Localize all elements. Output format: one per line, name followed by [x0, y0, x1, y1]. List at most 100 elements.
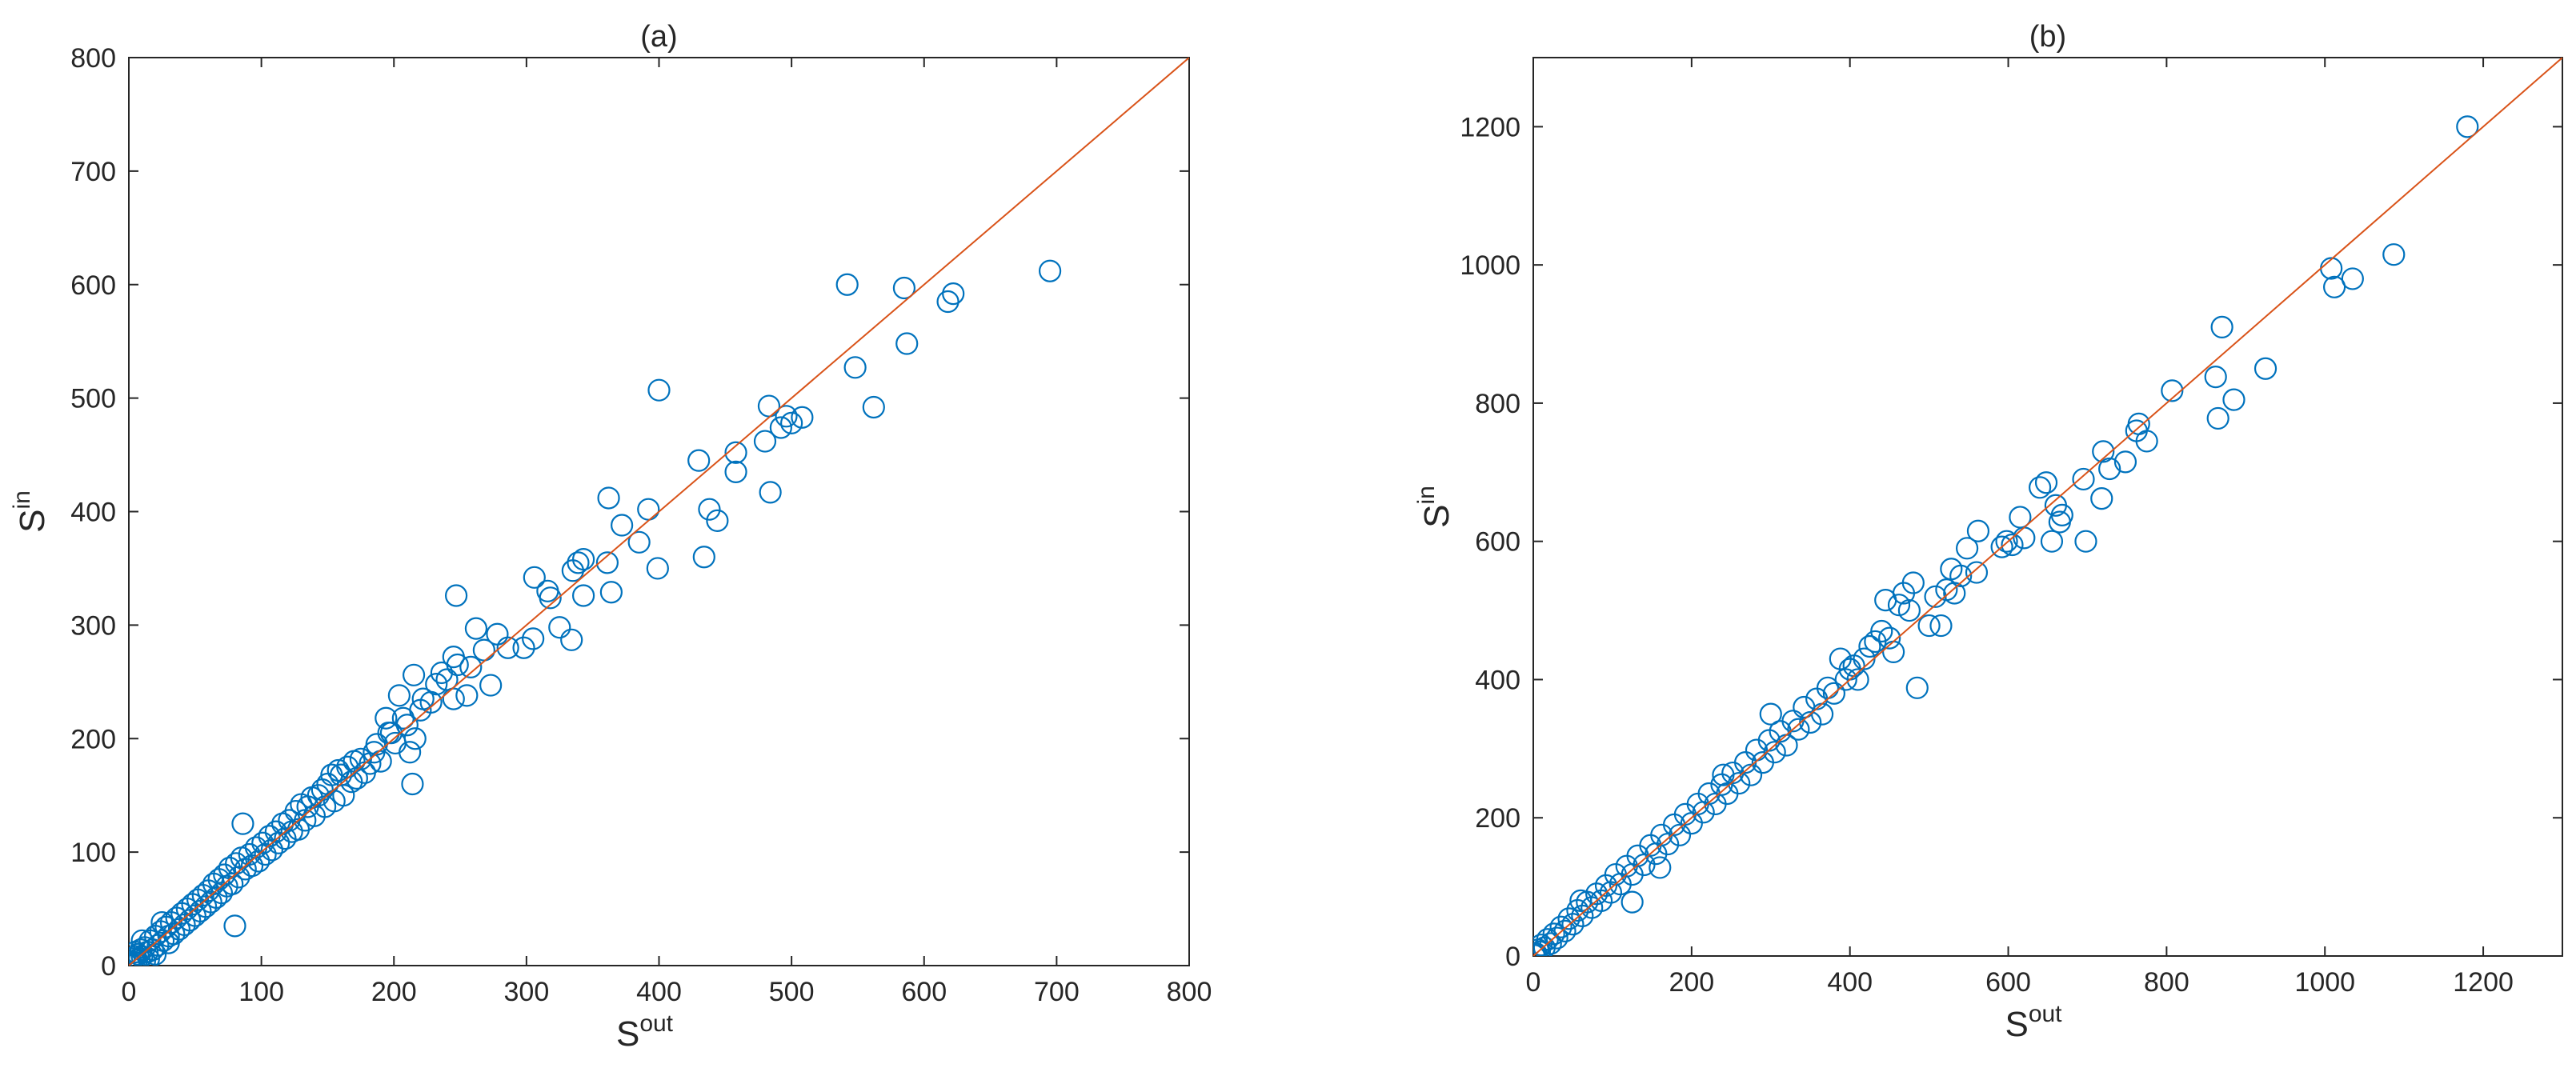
data-point: [290, 793, 313, 816]
data-point: [1549, 915, 1572, 938]
y-axis-label-base: S: [13, 510, 52, 533]
reference-line: [1533, 58, 2562, 956]
data-point: [1533, 942, 1547, 956]
x-axis-label: Sout: [2005, 1001, 2062, 1044]
data-point: [611, 514, 634, 537]
y-tick-label: 700: [70, 157, 116, 187]
data-point: [472, 638, 495, 662]
data-point: [1966, 519, 1990, 542]
data-point: [1864, 630, 1887, 654]
y-axis-label: Sin: [1413, 486, 1456, 528]
data-point: [1668, 823, 1692, 846]
data-point: [129, 954, 143, 966]
data-point: [2029, 476, 2052, 499]
y-tick-label: 100: [70, 838, 116, 868]
scatter-panel-b: 0 200 400 600 800 1000 1200 0 200 400 600 800 1000 12…: [1413, 20, 2563, 1044]
data-point: [2072, 467, 2095, 491]
data-point: [1561, 913, 1584, 936]
data-point: [244, 836, 268, 859]
data-point: [401, 772, 424, 796]
x-axis-label-base: S: [616, 1014, 639, 1054]
data-point: [2456, 115, 2479, 138]
data-point: [2090, 487, 2113, 510]
x-tick-label: 600: [1985, 967, 2031, 998]
data-point: [258, 825, 281, 848]
data-point: [780, 411, 803, 434]
x-tick-label: 100: [238, 977, 284, 1007]
scatter-panel-a: 0 100 200 300 400 500 600 700 800 0 100 200 300 400 50…: [9, 20, 1212, 1054]
data-point: [2001, 533, 2024, 557]
data-point: [2044, 494, 2067, 517]
y-tick-label: 800: [70, 43, 116, 74]
data-point: [1822, 682, 1846, 705]
data-point: [1935, 578, 1958, 602]
x-tick-label: 200: [1669, 967, 1714, 998]
data-point: [1897, 598, 1921, 622]
y-axis-label-base: S: [1417, 505, 1456, 528]
data-point: [936, 290, 959, 314]
data-point: [2048, 510, 2071, 534]
data-point: [2034, 471, 2058, 494]
data-point: [753, 430, 777, 453]
data-point: [1858, 634, 1881, 658]
data-point: [646, 557, 669, 580]
data-point: [1829, 647, 1852, 670]
data-point: [843, 356, 867, 379]
data-point: [647, 378, 671, 402]
data-point: [444, 584, 468, 607]
y-tick-label: 300: [70, 610, 116, 641]
data-point: [2320, 257, 2343, 280]
data-point: [522, 627, 545, 650]
data-point: [1955, 537, 1979, 560]
data-point: [1874, 589, 1897, 612]
data-point: [223, 914, 246, 938]
data-point: [536, 579, 559, 602]
y-axis-label: Sin: [9, 490, 52, 533]
data-point: [1533, 940, 1552, 956]
data-point: [791, 406, 814, 429]
data-point: [892, 276, 916, 300]
data-point: [1882, 640, 1905, 664]
data-point: [1533, 936, 1556, 956]
data-point: [2125, 419, 2148, 442]
data-point: [1965, 561, 1989, 584]
data-point: [130, 945, 154, 966]
data-point: [411, 687, 435, 710]
y-tick-label: 200: [70, 724, 116, 754]
data-point: [1834, 668, 1857, 691]
data-point: [895, 332, 919, 355]
data-point: [724, 441, 747, 464]
x-axis-label: Sout: [616, 1010, 674, 1054]
data-point: [375, 706, 398, 730]
data-point: [2204, 365, 2227, 389]
data-point: [757, 394, 781, 418]
chart-title: (a): [640, 20, 677, 54]
data-point: [548, 616, 571, 639]
data-point: [942, 282, 965, 306]
data-point: [2040, 530, 2064, 553]
y-tick-label: 1200: [1460, 112, 1520, 142]
data-point: [560, 628, 583, 651]
data-point: [1566, 898, 1589, 922]
data-point: [1621, 890, 1644, 914]
data-point: [442, 645, 465, 669]
reference-line: [129, 58, 1189, 966]
data-point: [1917, 614, 1941, 638]
data-point: [1533, 944, 1546, 956]
data-point: [835, 273, 859, 296]
data-point: [2210, 315, 2233, 338]
data-point: [2074, 530, 2097, 553]
x-tick-label: 400: [636, 977, 682, 1007]
data-point: [706, 509, 729, 532]
x-tick-label: 600: [901, 977, 947, 1007]
data-point: [2098, 457, 2121, 481]
y-tick-label: 1000: [1460, 250, 1520, 281]
data-point: [2161, 379, 2184, 402]
data-point: [687, 449, 711, 472]
y-tick-label: 0: [1505, 942, 1520, 972]
chart-title: (b): [2029, 20, 2066, 54]
data-point: [1038, 259, 1062, 282]
x-tick-label: 400: [1827, 967, 1873, 998]
x-tick-label: 200: [371, 977, 417, 1007]
